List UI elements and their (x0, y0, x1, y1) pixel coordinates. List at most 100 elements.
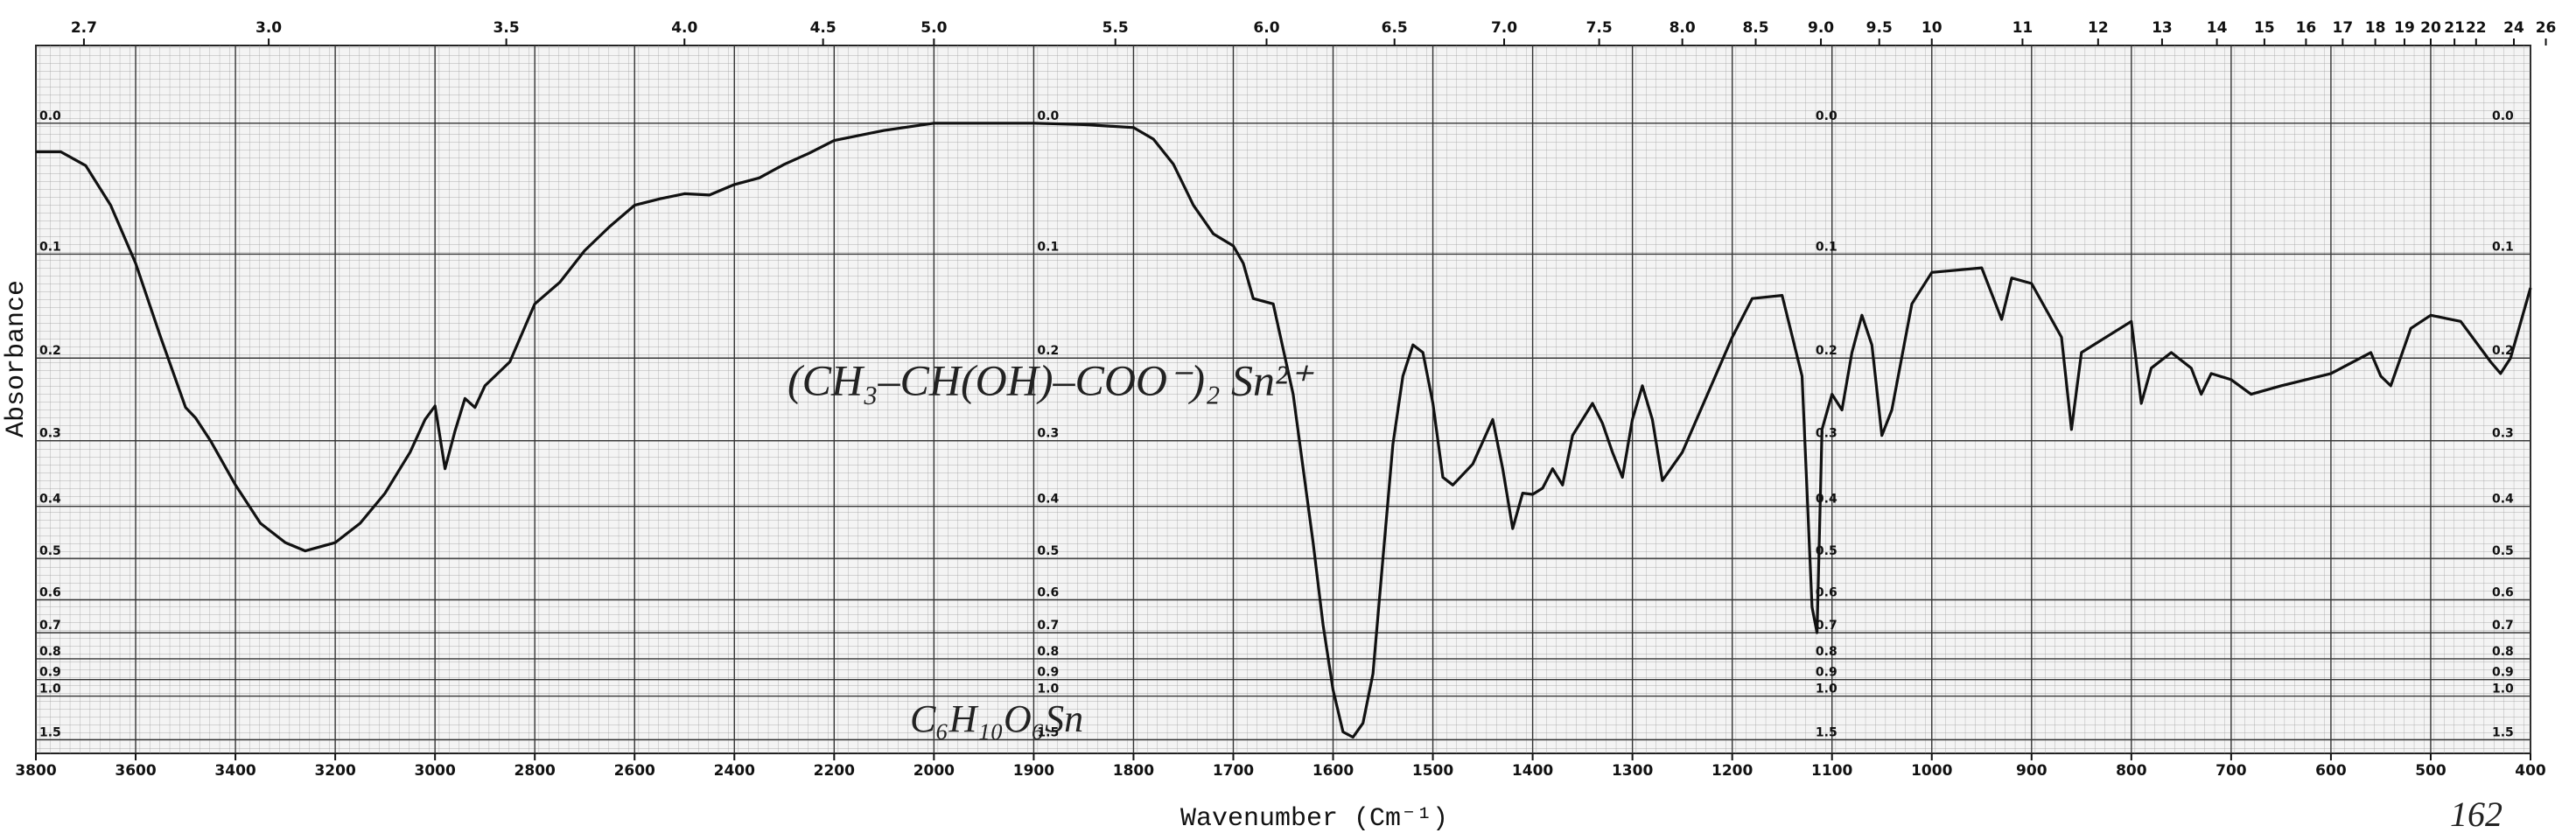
x-tick-label: 1600 (1312, 762, 1354, 780)
y-tick-label: 0.1 (1816, 240, 1838, 254)
y-tick-label: 0.9 (2492, 666, 2514, 680)
x2-tick-label: 15 (2254, 19, 2275, 37)
y-tick-label: 0.9 (1816, 666, 1838, 680)
x2-tick-label: 6.0 (1253, 19, 1279, 37)
y-tick-label: 0.7 (1816, 619, 1838, 633)
x2-tick-label: 7.0 (1491, 19, 1517, 37)
y-tick-label: 0.9 (1037, 666, 1059, 680)
y-tick-label: 0.3 (1037, 427, 1059, 441)
y-tick-label: 0.4 (1037, 493, 1059, 507)
x2-tick-label: 3.0 (256, 19, 282, 37)
y-tick-label: 1.0 (1037, 682, 1059, 696)
x2-tick-label: 4.5 (810, 19, 836, 37)
y-tick-label: 0.7 (1037, 619, 1059, 633)
x-tick-label: 500 (2415, 762, 2446, 780)
structure-annotation: (CH₃–CH(OH)–COO⁻)₂ Sn²⁺ (788, 355, 1314, 404)
x2-tick-label: 6.5 (1382, 19, 1408, 37)
x-tick-label: 800 (2116, 762, 2147, 780)
y-tick-label: 0.5 (2492, 544, 2514, 558)
y-tick-label: 1.5 (1037, 725, 1059, 739)
x-tick-label: 400 (2515, 762, 2546, 780)
x2-tick-label: 5.0 (920, 19, 947, 37)
y-tick-label: 0.7 (39, 619, 61, 633)
x2-tick-label: 22 (2466, 19, 2487, 37)
x2-tick-label: 7.5 (1586, 19, 1613, 37)
y-tick-label: 1.0 (39, 682, 61, 696)
x-tick-label: 700 (2216, 762, 2247, 780)
page-number: 162 (2450, 794, 2502, 834)
x2-tick-label: 2.7 (71, 19, 97, 37)
x2-tick-label: 8.5 (1742, 19, 1768, 37)
y-tick-label: 0.8 (1816, 645, 1838, 659)
x2-tick-label: 19 (2394, 19, 2415, 37)
y-tick-label: 1.0 (1816, 682, 1838, 696)
y-tick-label: 0.4 (39, 493, 61, 507)
y-tick-label: 1.5 (1816, 725, 1838, 739)
x-tick-label: 1900 (1013, 762, 1054, 780)
y-tick-label: 1.5 (2492, 725, 2514, 739)
x2-tick-label: 5.5 (1102, 19, 1129, 37)
y-tick-label: 0.9 (39, 666, 61, 680)
y-tick-label: 0.4 (1816, 493, 1838, 507)
x-tick-label: 2800 (514, 762, 556, 780)
x-tick-label: 1300 (1612, 762, 1653, 780)
fine-grid (36, 46, 2530, 753)
x-tick-label: 3400 (214, 762, 256, 780)
x2-tick-label: 3.5 (494, 19, 520, 37)
x2-tick-label: 9.5 (1866, 19, 1893, 37)
x2-tick-label: 17 (2333, 19, 2354, 37)
y-tick-label: 0.6 (1816, 586, 1838, 600)
x-tick-label: 2400 (714, 762, 755, 780)
spectrum-line (36, 122, 2532, 739)
plot-background (35, 45, 2531, 754)
x2-tick-label: 9.0 (1808, 19, 1834, 37)
x2-tick-label: 11 (2012, 19, 2034, 37)
x-tick-label: 1800 (1113, 762, 1154, 780)
y-tick-label: 0.7 (2492, 619, 2514, 633)
x-tick-label: 3000 (414, 762, 455, 780)
x-axis-label: Wavenumber (Cm⁻¹) (1180, 804, 1448, 834)
y-tick-label: 0.3 (1816, 427, 1838, 441)
y-tick-label: 1.0 (2492, 682, 2514, 696)
marks (36, 122, 2532, 739)
y-tick-label: 0.0 (2492, 109, 2514, 123)
formula-annotation: C₆H₁₀O₆Sn (910, 697, 1083, 740)
x2-tick-label: 20 (2420, 19, 2441, 37)
x2-tick-label: 12 (2088, 19, 2109, 37)
x-tick-label: 2600 (614, 762, 655, 780)
y-tick-label: 0.8 (1037, 645, 1059, 659)
x2-tick-label: 24 (2503, 19, 2524, 37)
x2-tick-label: 14 (2207, 19, 2228, 37)
y-tick-label: 0.1 (2492, 240, 2514, 254)
y-tick-label: 0.1 (39, 240, 61, 254)
grid (35, 38, 2547, 760)
x-tick-label: 2200 (814, 762, 855, 780)
y-tick-label: 0.2 (1037, 344, 1059, 358)
x-tick-label: 900 (2016, 762, 2048, 780)
x-tick-label: 3800 (15, 762, 56, 780)
y-axis-label: Absorbance (2, 280, 32, 438)
x2-tick-label: 26 (2536, 19, 2557, 37)
x2-tick-label: 10 (1922, 19, 1942, 37)
x-tick-label: 600 (2315, 762, 2347, 780)
y-tick-label: 0.0 (39, 109, 61, 123)
x-tick-label: 1500 (1412, 762, 1453, 780)
x2-tick-label: 21 (2444, 19, 2465, 37)
y-tick-label: 0.6 (1037, 586, 1059, 600)
y-tick-label: 0.2 (1816, 344, 1838, 358)
y-tick-label: 0.5 (1816, 544, 1838, 558)
y-tick-label: 0.3 (2492, 427, 2514, 441)
y-tick-label: 0.2 (39, 344, 61, 358)
x-tick-label: 1200 (1712, 762, 1753, 780)
y-tick-label: 0.8 (39, 645, 61, 659)
x2-tick-label: 13 (2152, 19, 2173, 37)
x-tick-label: 3200 (314, 762, 355, 780)
y-tick-label: 0.5 (39, 544, 61, 558)
x2-tick-label: 4.0 (671, 19, 697, 37)
x2-tick-label: 8.0 (1670, 19, 1696, 37)
y-tick-label: 0.0 (1037, 109, 1059, 123)
y-tick-label: 0.1 (1037, 240, 1059, 254)
y-tick-label: 1.5 (39, 725, 61, 739)
